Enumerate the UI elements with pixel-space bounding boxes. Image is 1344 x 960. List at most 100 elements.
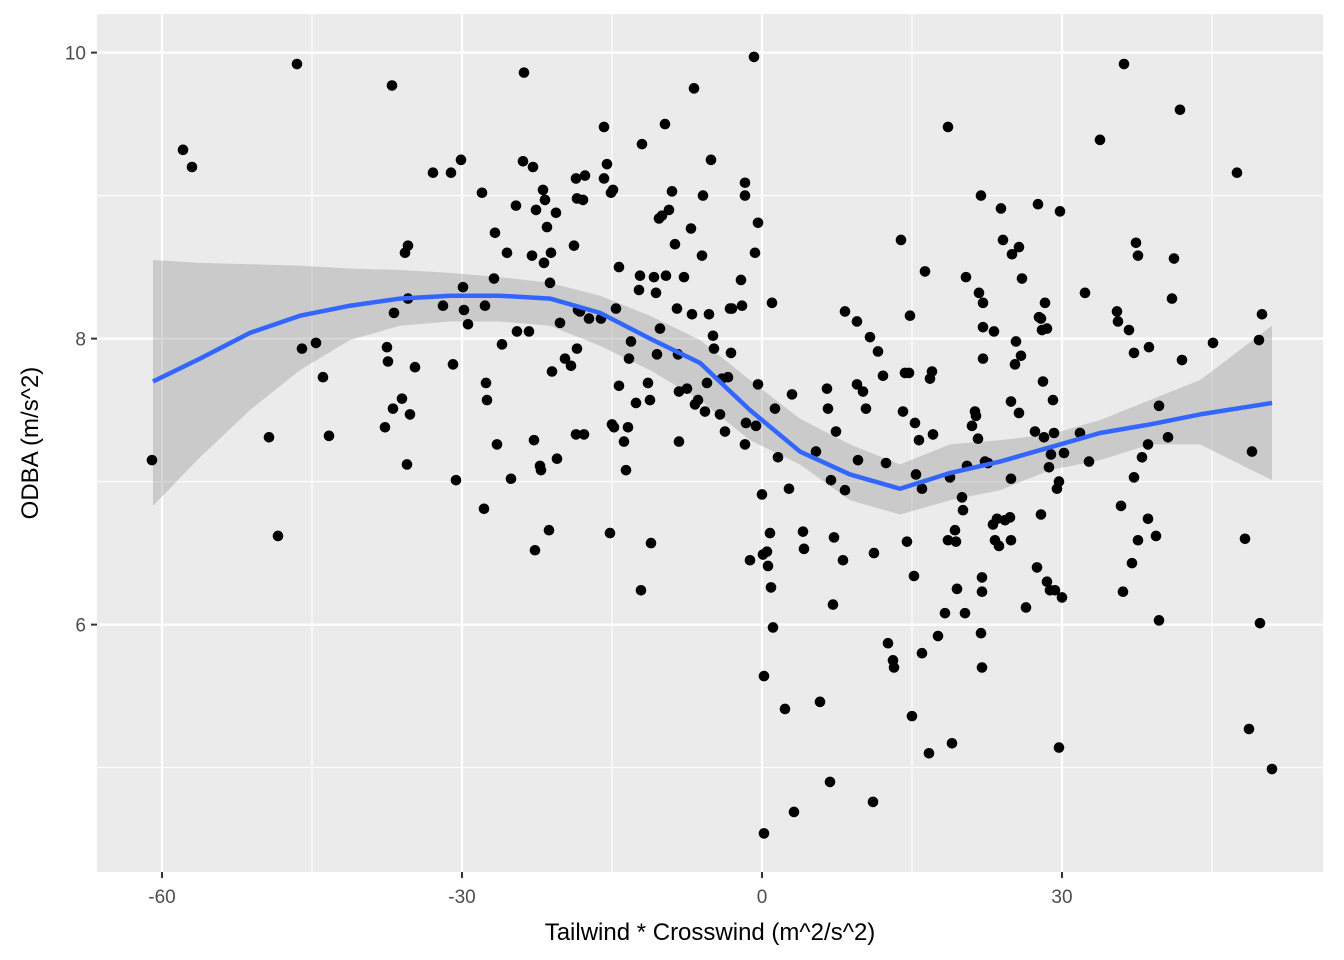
point (895, 234, 907, 246)
point (528, 434, 540, 446)
point (642, 377, 654, 389)
point (1111, 306, 1123, 317)
point (872, 346, 884, 357)
point (379, 421, 391, 433)
point (296, 343, 308, 354)
point (814, 696, 826, 708)
point (821, 383, 833, 394)
point (752, 217, 764, 229)
point (1006, 248, 1018, 260)
point (381, 341, 393, 353)
point (788, 806, 800, 818)
point (697, 190, 709, 201)
point (722, 371, 734, 383)
point (517, 155, 529, 167)
point (450, 474, 462, 486)
point (744, 554, 756, 566)
point (1143, 341, 1155, 353)
point (692, 394, 704, 406)
point (489, 227, 501, 239)
point (1079, 287, 1091, 299)
point (991, 513, 1003, 525)
point (457, 281, 469, 293)
point (610, 303, 622, 314)
point (1243, 723, 1255, 735)
point (1056, 592, 1068, 603)
point (966, 420, 978, 432)
point (1013, 241, 1025, 253)
point (988, 326, 1000, 337)
point (950, 536, 962, 547)
point (946, 738, 958, 749)
point (546, 366, 558, 377)
y-tick-label: 8 (75, 330, 86, 351)
point (1153, 400, 1165, 412)
point (877, 370, 889, 382)
point (1142, 439, 1154, 450)
point (824, 776, 836, 788)
point (630, 397, 642, 409)
point (976, 586, 988, 598)
point (767, 622, 779, 633)
point (1266, 763, 1278, 775)
point (851, 316, 863, 327)
point (830, 426, 842, 437)
point (437, 300, 449, 312)
point (868, 547, 880, 559)
point (496, 339, 508, 350)
point (719, 426, 731, 437)
point (942, 534, 954, 546)
point (568, 240, 580, 251)
point (633, 284, 645, 296)
point (1132, 250, 1144, 261)
point (827, 599, 839, 610)
point (623, 353, 635, 364)
point (1004, 512, 1016, 523)
confidence-band-group (153, 259, 1272, 515)
point (1037, 376, 1049, 387)
point (310, 337, 322, 349)
point (543, 524, 555, 536)
point (462, 319, 474, 330)
point (956, 492, 968, 503)
point (608, 421, 620, 433)
point (678, 271, 690, 283)
point (970, 410, 982, 422)
point (559, 353, 571, 364)
point (739, 190, 751, 201)
point (550, 207, 562, 219)
point (764, 527, 776, 539)
point (1083, 456, 1095, 467)
point (186, 161, 198, 173)
point (1053, 742, 1065, 753)
point (480, 377, 492, 389)
point (598, 173, 610, 184)
point (146, 454, 158, 466)
point (909, 417, 921, 429)
point (703, 309, 715, 320)
point (1016, 273, 1028, 284)
point (926, 366, 938, 377)
point (908, 570, 920, 582)
point (769, 403, 781, 414)
point (1045, 449, 1057, 460)
point (758, 670, 770, 682)
point (735, 274, 747, 286)
point (1049, 584, 1061, 596)
point (511, 326, 523, 337)
point (976, 572, 988, 583)
point (518, 67, 530, 78)
point (957, 504, 969, 516)
point (529, 544, 541, 556)
point (977, 353, 989, 364)
point (427, 167, 439, 179)
point (839, 306, 851, 317)
point (701, 377, 713, 389)
point (822, 403, 834, 414)
point (705, 154, 717, 166)
point (1029, 426, 1041, 437)
point (951, 583, 963, 595)
point (797, 526, 809, 537)
point (1150, 530, 1162, 542)
point (1058, 447, 1070, 459)
